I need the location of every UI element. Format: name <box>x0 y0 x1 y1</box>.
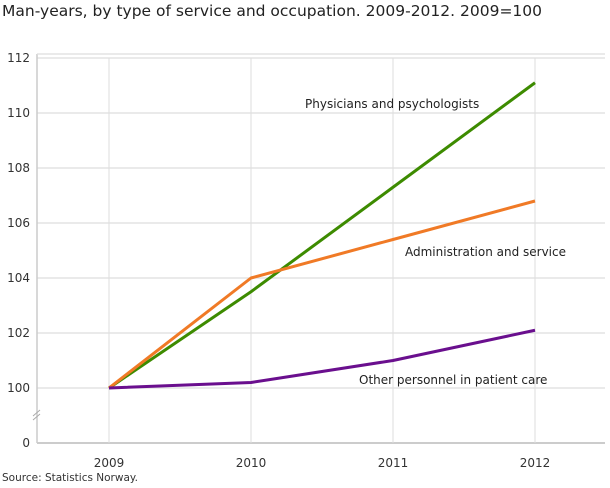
series-line <box>108 328 536 390</box>
y-tick-label: 106 <box>7 216 30 230</box>
series-label: Other personnel in patient care <box>359 373 547 387</box>
y-tick-label: 108 <box>7 161 30 175</box>
y-tick-label: 112 <box>7 51 30 65</box>
series-line <box>108 199 536 390</box>
y-tick-label: 0 <box>22 436 30 450</box>
source-note: Source: Statistics Norway. <box>2 472 138 484</box>
x-tick-label: 2009 <box>94 456 125 470</box>
series-line <box>108 81 536 390</box>
series-label: Physicians and psychologists <box>305 97 479 111</box>
y-tick-label: 110 <box>7 106 30 120</box>
x-tick-label: 2012 <box>520 456 551 470</box>
y-tick-label: 100 <box>7 381 30 395</box>
y-tick-label: 102 <box>7 326 30 340</box>
x-tick-label: 2011 <box>378 456 409 470</box>
chart-title: Man-years, by type of service and occupa… <box>2 2 543 20</box>
series-label: Administration and service <box>405 245 566 259</box>
y-tick-label: 104 <box>7 271 30 285</box>
x-tick-label: 2010 <box>236 456 267 470</box>
axis-break-icon <box>32 409 41 421</box>
